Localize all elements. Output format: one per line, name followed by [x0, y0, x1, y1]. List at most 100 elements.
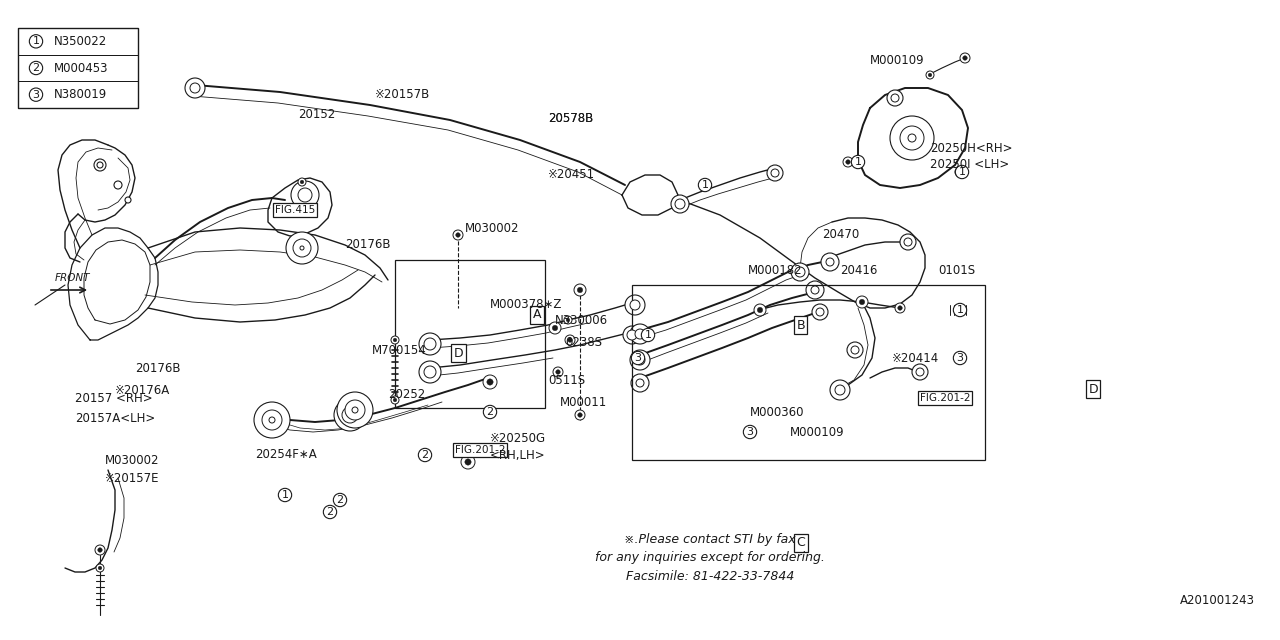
Text: 20176B: 20176B [346, 239, 390, 252]
Text: M000182: M000182 [748, 264, 803, 276]
Circle shape [567, 337, 573, 343]
Circle shape [189, 83, 200, 93]
Circle shape [575, 410, 585, 420]
Circle shape [754, 304, 765, 316]
Bar [18, 28, 138, 108]
Circle shape [465, 458, 472, 466]
Text: B: B [796, 319, 805, 332]
Circle shape [632, 352, 644, 364]
Text: ※20414: ※20414 [892, 351, 940, 365]
Circle shape [829, 380, 850, 400]
Text: 1: 1 [701, 180, 709, 190]
Circle shape [393, 338, 397, 342]
Circle shape [390, 396, 399, 404]
Text: ※20451: ※20451 [548, 168, 595, 182]
Bar [18, 81, 138, 108]
Text: ※20250G: ※20250G [490, 431, 547, 445]
Circle shape [419, 333, 442, 355]
Circle shape [266, 414, 278, 426]
Text: 2: 2 [32, 63, 40, 73]
Text: for any inquiries except for ordering.: for any inquiries except for ordering. [595, 552, 824, 564]
Text: 20470: 20470 [822, 228, 859, 241]
Text: 20157 <RH>: 20157 <RH> [76, 392, 152, 404]
Circle shape [900, 234, 916, 250]
Circle shape [298, 188, 312, 202]
Circle shape [795, 267, 805, 277]
Circle shape [630, 324, 650, 344]
Circle shape [806, 281, 824, 299]
Text: ※.Please contact STI by fax: ※.Please contact STI by fax [625, 534, 796, 547]
Circle shape [812, 304, 828, 320]
Text: 0101S: 0101S [938, 264, 975, 276]
Circle shape [771, 169, 780, 177]
Text: M000109: M000109 [790, 426, 845, 438]
Text: 1: 1 [32, 36, 40, 46]
Circle shape [346, 400, 365, 420]
Circle shape [549, 322, 561, 334]
Circle shape [262, 410, 282, 430]
Circle shape [963, 56, 968, 60]
Bar [18, 28, 138, 54]
Circle shape [564, 335, 575, 345]
Circle shape [897, 306, 902, 310]
Circle shape [767, 165, 783, 181]
Text: FIG.415: FIG.415 [275, 205, 315, 215]
Circle shape [552, 325, 558, 331]
Text: FRONT: FRONT [55, 273, 91, 283]
Text: 20252: 20252 [388, 388, 425, 401]
Circle shape [911, 364, 928, 380]
Text: M000378∗Z: M000378∗Z [490, 298, 562, 312]
Circle shape [568, 338, 572, 342]
Circle shape [630, 350, 650, 370]
Circle shape [556, 370, 561, 374]
Circle shape [835, 385, 845, 395]
Circle shape [424, 366, 436, 378]
Text: 20416: 20416 [840, 264, 877, 276]
Circle shape [895, 303, 905, 313]
Circle shape [96, 564, 104, 572]
Circle shape [269, 417, 275, 423]
Circle shape [890, 116, 934, 160]
Circle shape [635, 329, 645, 339]
Circle shape [192, 85, 198, 91]
Circle shape [916, 368, 924, 376]
Circle shape [125, 197, 131, 203]
Circle shape [300, 246, 305, 250]
Text: 3: 3 [746, 427, 754, 437]
Text: 2: 2 [421, 450, 429, 460]
Text: 1: 1 [959, 167, 965, 177]
Text: 20578B: 20578B [548, 111, 593, 125]
Bar [18, 54, 138, 81]
Circle shape [627, 330, 637, 340]
Circle shape [291, 181, 319, 209]
Circle shape [293, 239, 311, 257]
Circle shape [483, 375, 497, 389]
Text: ※20157B: ※20157B [375, 88, 430, 102]
Circle shape [859, 300, 865, 305]
Circle shape [456, 233, 461, 237]
Circle shape [298, 178, 306, 186]
Circle shape [844, 157, 852, 167]
Text: M000109: M000109 [870, 54, 924, 67]
Circle shape [623, 326, 641, 344]
Text: Facsimile: 81-422-33-7844: Facsimile: 81-422-33-7844 [626, 570, 794, 582]
Text: <RH,LH>: <RH,LH> [490, 449, 545, 461]
Text: 3: 3 [956, 353, 964, 363]
Text: A201001243: A201001243 [1180, 593, 1254, 607]
Circle shape [114, 181, 122, 189]
Circle shape [564, 316, 572, 324]
Circle shape [758, 307, 763, 313]
Text: 1: 1 [282, 490, 288, 500]
Circle shape [95, 545, 105, 555]
Circle shape [342, 407, 358, 423]
Text: 20157A<LH>: 20157A<LH> [76, 412, 155, 424]
Circle shape [97, 162, 102, 168]
Circle shape [297, 243, 307, 253]
Circle shape [253, 402, 291, 438]
Circle shape [419, 361, 442, 383]
Text: M000360: M000360 [750, 406, 805, 419]
Text: 20254F∗A: 20254F∗A [255, 449, 316, 461]
Circle shape [461, 455, 475, 469]
Text: 2: 2 [486, 407, 494, 417]
Text: A: A [532, 308, 541, 321]
